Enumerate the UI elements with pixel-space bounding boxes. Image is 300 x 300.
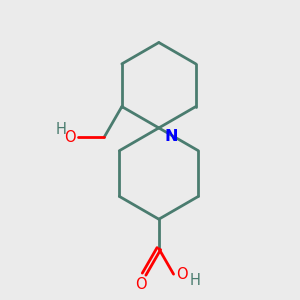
Text: N: N (164, 129, 178, 144)
Text: O: O (64, 130, 75, 145)
Text: O: O (135, 277, 147, 292)
Text: H: H (56, 122, 67, 137)
Text: O: O (176, 267, 188, 282)
Text: H: H (189, 273, 200, 288)
